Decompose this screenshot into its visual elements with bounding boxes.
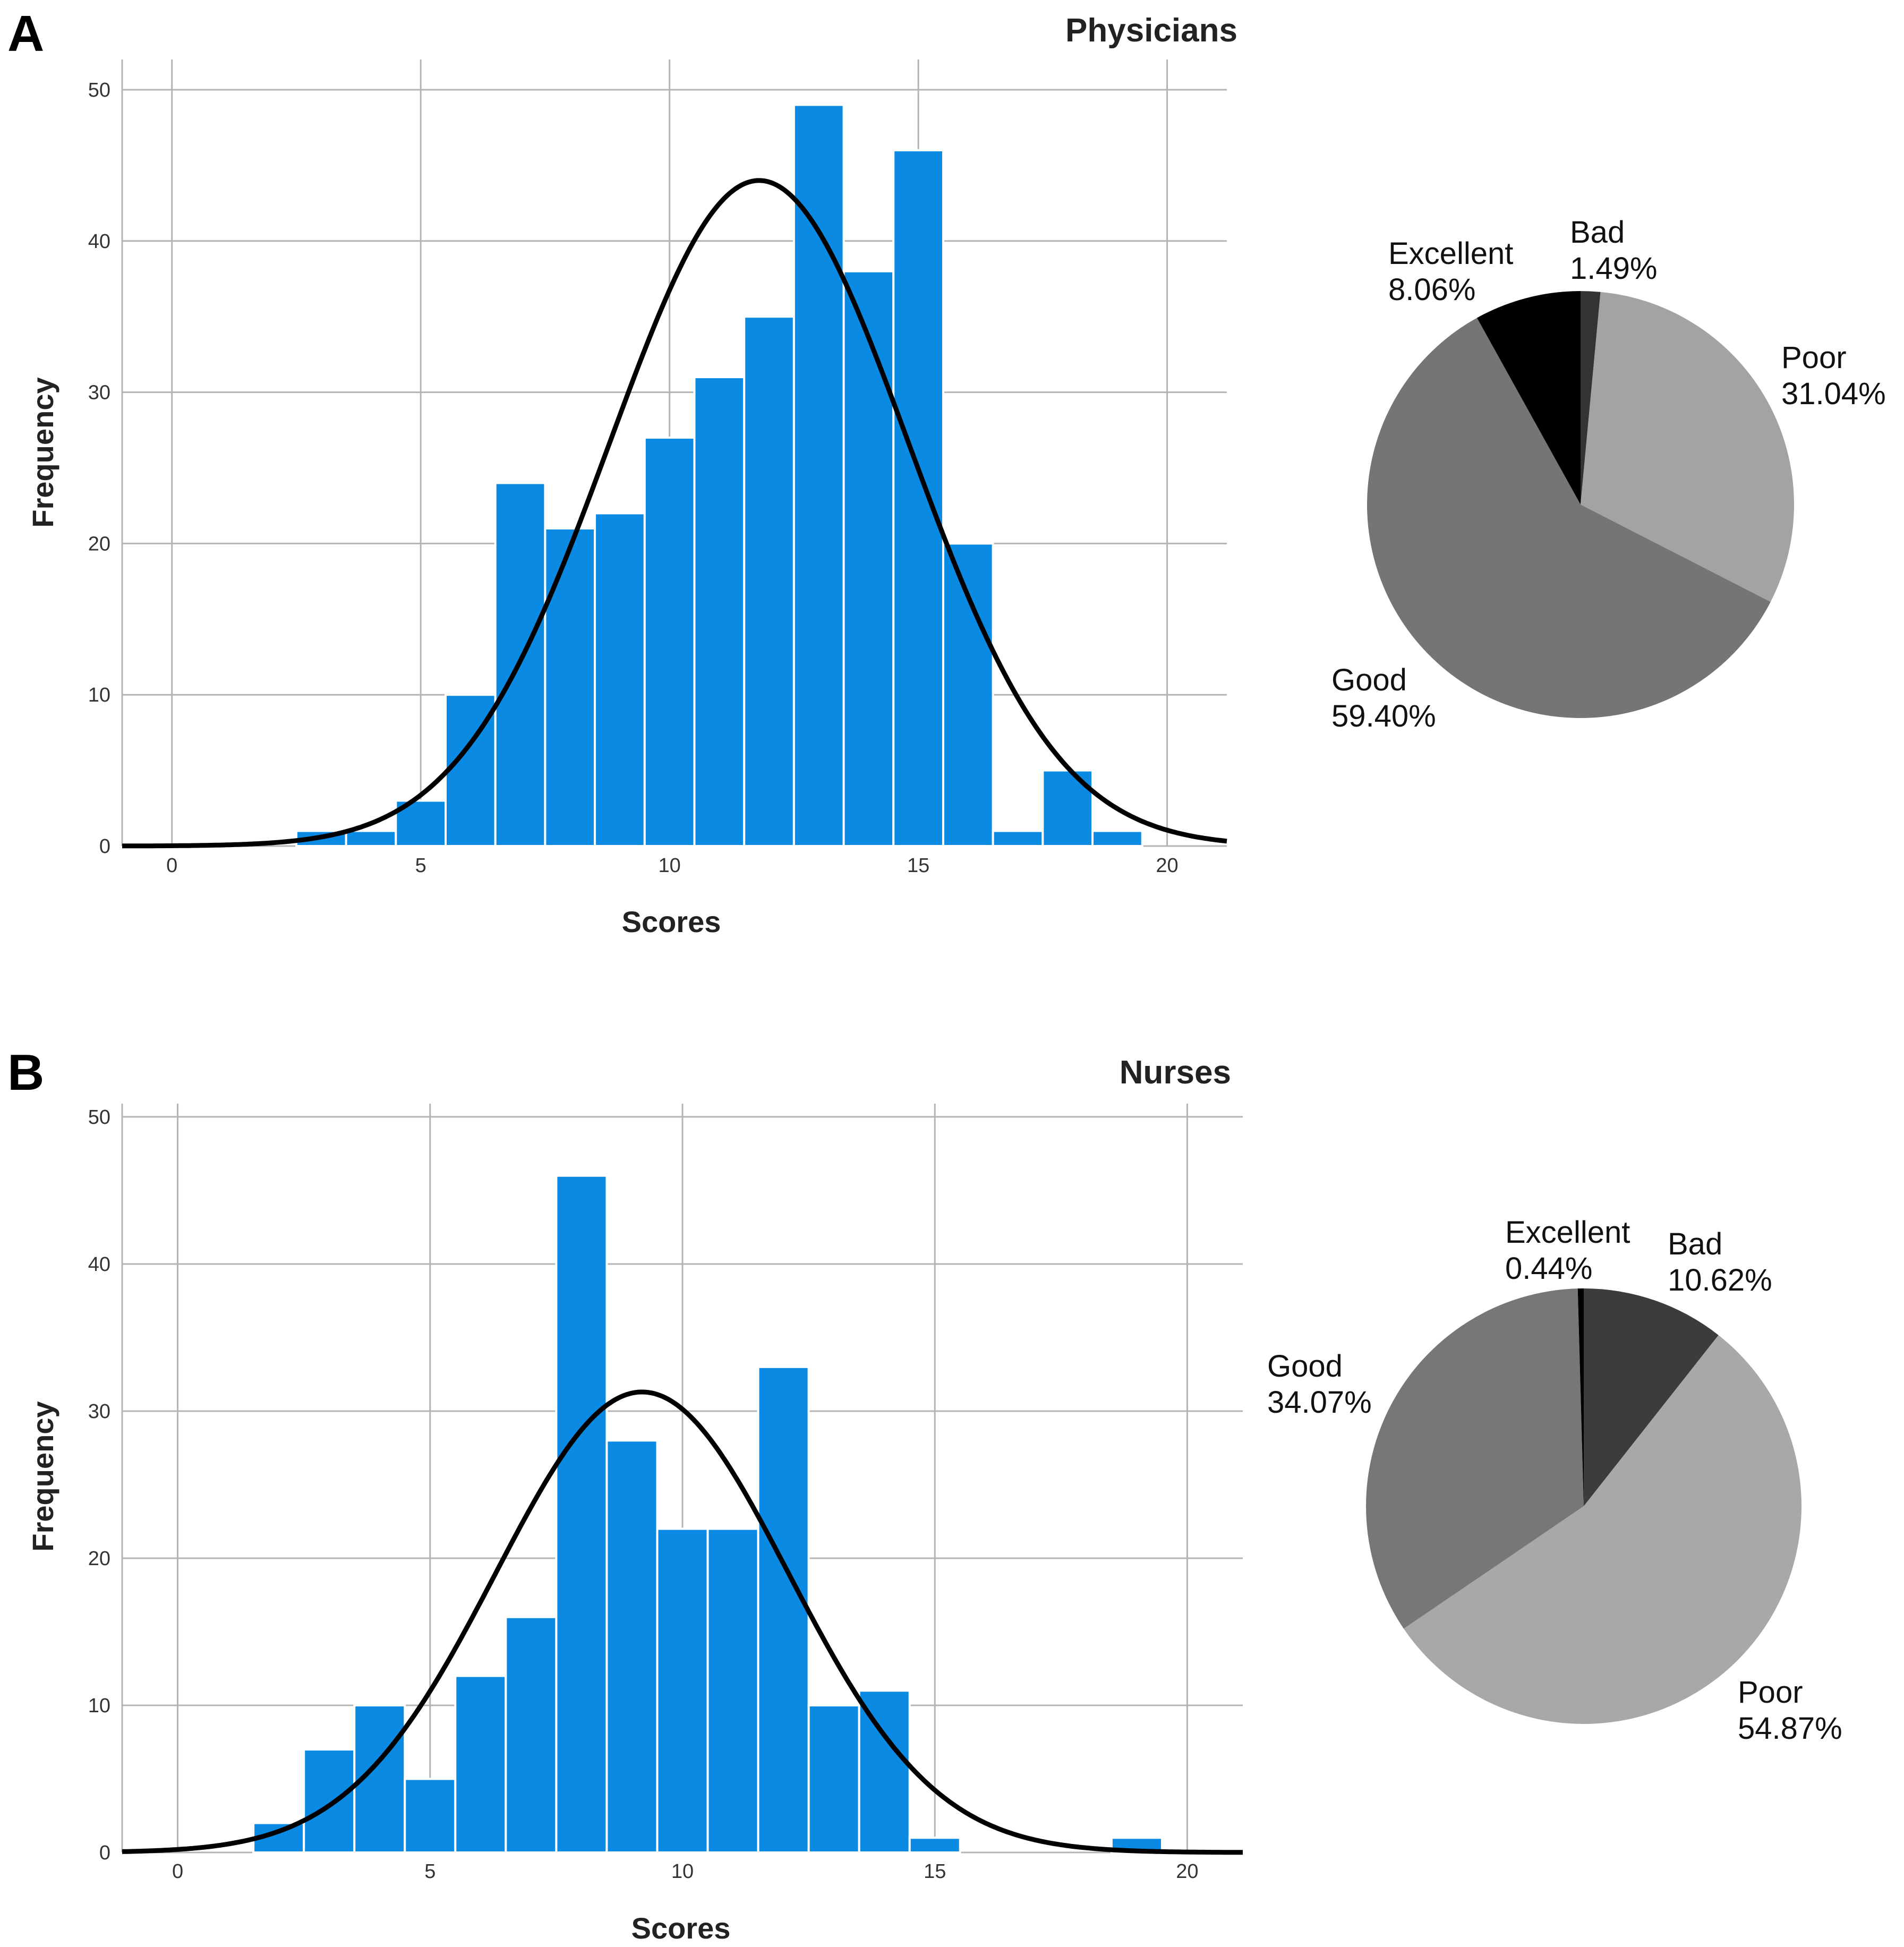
pie-percent-poor: 54.87% [1738,1711,1842,1746]
bar [792,104,845,848]
panel-b: B Nurses Scores Frequency 0 5 10 15 20 0 10 20 3… [7,1044,1842,1945]
y-axis-label: Frequency [26,377,59,527]
bar [303,1748,356,1854]
pie-percent-bad: 10.62% [1668,1263,1772,1297]
y-tick-label: 50 [88,1106,110,1129]
bar [706,1527,759,1854]
y-tick-label: 40 [88,1253,110,1276]
pie-label-excellent: Excellent [1505,1215,1630,1250]
bars [295,104,1143,848]
tick-labels: 0 5 10 15 20 0 10 20 30 40 50 [88,1106,1199,1883]
bar [892,149,944,847]
pie-label-poor: Poor [1781,340,1847,375]
bar [605,1439,659,1854]
bar [992,830,1044,848]
pie-slice-excellent [1476,291,1581,505]
bar [1091,830,1143,848]
histogram-nurses: Nurses Scores Frequency 0 5 10 15 20 0 10 20 30 4… [26,1054,1243,1945]
x-tick-label: 5 [424,1860,436,1883]
y-tick-label: 50 [88,79,110,101]
bars [252,1174,1163,1854]
pie-slice-poor [1404,1335,1801,1724]
x-tick-label: 15 [924,1860,946,1883]
y-tick-label: 10 [88,684,110,706]
pie-label-good: Good [1267,1349,1343,1384]
y-tick-label: 0 [99,1842,110,1864]
bar [842,270,895,848]
pie-label-good: Good [1331,663,1407,697]
pie-percent-good: 34.07% [1267,1385,1372,1420]
pie-label-excellent: Excellent [1388,236,1513,271]
normal-curve-layer [122,1389,1243,1855]
pie-percent-excellent: 0.44% [1505,1251,1592,1286]
bar [555,1174,608,1854]
bar [594,512,646,847]
y-tick-label: 0 [99,835,110,858]
x-tick-label: 10 [671,1860,694,1883]
bar [643,437,696,847]
pie-label-bad: Bad [1570,215,1625,250]
panel-letter-b: B [7,1044,44,1101]
pie-slice-bad [1581,291,1601,505]
x-tick-label: 5 [415,855,426,877]
x-tick-label: 10 [658,855,680,877]
x-tick-label: 0 [166,855,177,877]
bar [693,376,746,847]
chart-title: Nurses [1120,1054,1231,1091]
y-tick-label: 20 [88,533,110,555]
x-axis-label: Scores [631,1911,731,1945]
pie-slice-bad [1584,1288,1719,1506]
normal-curve [122,1389,1243,1855]
y-tick-label: 30 [88,1401,110,1423]
y-tick-label: 20 [88,1548,110,1570]
bar [743,315,795,847]
bar [656,1527,709,1854]
panel-letter-a: A [7,5,44,62]
pie-slice-good [1367,318,1771,719]
bar [505,1616,558,1854]
pie-slice-excellent [1577,1288,1584,1506]
y-axis-label: Frequency [26,1401,59,1551]
bar [807,1704,860,1854]
bar [908,1837,961,1854]
pie-slice-poor [1581,292,1794,602]
pie-label-poor: Poor [1738,1675,1803,1710]
pie-percent-good: 59.40% [1331,699,1436,733]
pie-percent-poor: 31.04% [1781,377,1886,411]
x-tick-label: 20 [1176,1860,1198,1883]
x-tick-label: 15 [907,855,929,877]
y-tick-label: 40 [88,230,110,253]
bar [345,830,397,848]
tick-labels: 0 5 10 15 20 0 10 20 30 40 50 [88,79,1179,877]
pie-label-bad: Bad [1668,1227,1722,1261]
pie-percent-excellent: 8.06% [1388,272,1475,307]
bar [454,1675,507,1854]
y-tick-label: 30 [88,382,110,404]
normal-curve [122,178,1227,849]
histogram-physicians: Physicians Scores Frequency 0 5 10 15 20 0 10 2… [26,12,1237,938]
x-tick-label: 0 [172,1860,183,1883]
pie-percent-bad: 1.49% [1570,251,1657,286]
x-tick-label: 20 [1156,855,1178,877]
normal-curve-layer [122,178,1227,849]
x-axis-label: Scores [622,905,721,938]
pie-slice-good [1365,1288,1584,1629]
chart-title: Physicians [1065,12,1237,49]
bar [404,1778,457,1854]
bar [942,542,994,847]
bar [858,1689,911,1854]
bar [757,1365,810,1854]
panel-a: A Physicians Scores Frequency 0 5 10 15 20 0 1… [7,5,1886,938]
y-tick-label: 10 [88,1695,110,1717]
bar [544,527,596,847]
